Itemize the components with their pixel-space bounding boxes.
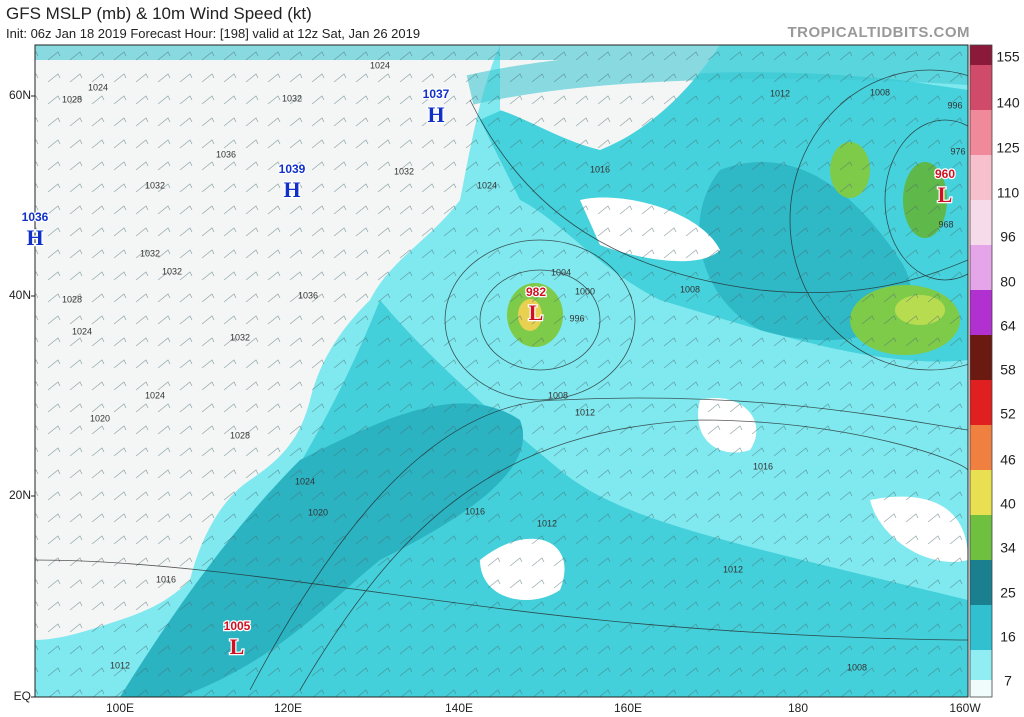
colorbar-label: 58 bbox=[1000, 362, 1016, 378]
colorbar-label: 16 bbox=[1000, 629, 1016, 645]
lon-label: 120E bbox=[274, 701, 302, 715]
lat-label: 60N bbox=[9, 88, 31, 102]
isobar-label: 1012 bbox=[575, 407, 595, 417]
lon-label: 160W bbox=[949, 701, 981, 715]
isobar-label: 1020 bbox=[90, 413, 110, 423]
isobar-label: 968 bbox=[938, 219, 953, 229]
isobar-label: 1008 bbox=[847, 662, 867, 672]
isobar-label: 1032 bbox=[140, 248, 160, 258]
isobar-label: 1012 bbox=[537, 518, 557, 528]
isobar-label: 1024 bbox=[145, 390, 165, 400]
site-name: TROPICALTIDBITS.COM bbox=[787, 24, 970, 41]
lon-label: 160E bbox=[614, 701, 642, 715]
isobar-label: 1032 bbox=[162, 266, 182, 276]
isobar-label: 1036 bbox=[298, 290, 318, 300]
isobar-label: 1024 bbox=[370, 60, 390, 70]
isobar-label: 1024 bbox=[477, 180, 497, 190]
isobar-label: 1008 bbox=[548, 390, 568, 400]
isobar-label: 1032 bbox=[230, 332, 250, 342]
map-field bbox=[35, 45, 968, 697]
isobar-label: 996 bbox=[569, 313, 584, 323]
isobar-label: 1028 bbox=[230, 430, 250, 440]
colorbar-label: 140 bbox=[996, 95, 1020, 111]
isobar-label: 1036 bbox=[216, 149, 236, 159]
lon-label: 100E bbox=[106, 701, 134, 715]
colorbar bbox=[969, 44, 993, 698]
isobar-label: 976 bbox=[950, 146, 965, 156]
isobar-label: 1016 bbox=[156, 574, 176, 584]
colorbar-label: 7 bbox=[1004, 673, 1012, 689]
pressure-symbol: L bbox=[230, 634, 245, 659]
isobar-label: 1012 bbox=[723, 564, 743, 574]
isobar-label: 1024 bbox=[88, 82, 108, 92]
lon-label: 180 bbox=[788, 701, 808, 715]
lat-label: EQ bbox=[14, 689, 31, 703]
pressure-value: 1039 bbox=[279, 162, 306, 176]
isobar-label: 1008 bbox=[680, 284, 700, 294]
isobar-label: 1032 bbox=[282, 93, 302, 103]
lat-label: 20N bbox=[9, 488, 31, 502]
colorbar-label: 46 bbox=[1000, 452, 1016, 468]
colorbar-label: 155 bbox=[996, 49, 1020, 65]
lat-label: 40N bbox=[9, 288, 31, 302]
pressure-symbol: L bbox=[938, 182, 953, 207]
pressure-symbol: H bbox=[427, 102, 444, 127]
colorbar-label: 40 bbox=[1000, 496, 1016, 512]
colorbar-label: 80 bbox=[1000, 274, 1016, 290]
isobar-label: 1016 bbox=[590, 164, 610, 174]
isobar-label: 996 bbox=[947, 100, 962, 110]
isobar-label: 1024 bbox=[295, 476, 315, 486]
map-subtitle: Init: 06z Jan 18 2019 Forecast Hour: [19… bbox=[6, 26, 421, 41]
isobar-label: 1016 bbox=[753, 461, 773, 471]
pressure-value: 1037 bbox=[423, 87, 450, 101]
colorbar-label: 52 bbox=[1000, 406, 1016, 422]
isobar-label: 1024 bbox=[72, 326, 92, 336]
lon-label: 140E bbox=[445, 701, 473, 715]
pressure-value: 1005 bbox=[224, 619, 251, 633]
isobar-label: 1028 bbox=[62, 94, 82, 104]
colorbar-label: 125 bbox=[996, 140, 1020, 156]
pressure-value: 960 bbox=[935, 167, 955, 181]
colorbar-label: 34 bbox=[1000, 540, 1016, 556]
isobar-label: 1032 bbox=[145, 180, 165, 190]
isobar-label: 1016 bbox=[465, 506, 485, 516]
colorbar-label: 96 bbox=[1000, 229, 1016, 245]
isobar-label: 1004 bbox=[551, 267, 571, 277]
colorbar-label: 110 bbox=[997, 185, 1020, 201]
isobar-label: 1012 bbox=[110, 660, 130, 670]
map-frame bbox=[34, 44, 969, 698]
pressure-value: 982 bbox=[526, 285, 546, 299]
isobar-label: 1000 bbox=[575, 286, 595, 296]
isobar-label: 1008 bbox=[870, 87, 890, 97]
colorbar-label: 25 bbox=[1000, 585, 1016, 601]
pressure-symbol: H bbox=[283, 177, 300, 202]
pressure-symbol: H bbox=[26, 225, 43, 250]
isobar-label: 1020 bbox=[308, 507, 328, 517]
isobar-label: 1012 bbox=[770, 88, 790, 98]
pressure-symbol: L bbox=[529, 300, 544, 325]
isobar-label: 1028 bbox=[62, 294, 82, 304]
map-title: GFS MSLP (mb) & 10m Wind Speed (kt) bbox=[6, 4, 312, 23]
isobar-label: 1032 bbox=[394, 166, 414, 176]
colorbar-label: 64 bbox=[1000, 318, 1016, 334]
pressure-value: 1036 bbox=[22, 210, 49, 224]
